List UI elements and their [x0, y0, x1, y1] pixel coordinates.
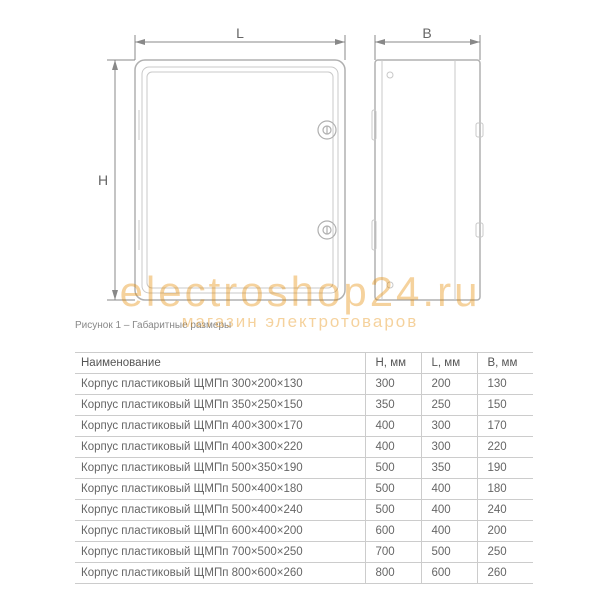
table-row: Корпус пластиковый ЩМПп 400×300×17040030… [75, 416, 533, 437]
table-row: Корпус пластиковый ЩМПп 500×400×18050040… [75, 479, 533, 500]
col-H: Н, мм [365, 353, 421, 374]
table-header-row: Наименование Н, мм L, мм В, мм [75, 353, 533, 374]
dim-label-L: L [236, 25, 244, 41]
table-row: Корпус пластиковый ЩМПп 350×250×15035025… [75, 395, 533, 416]
diagram-svg: L B H [75, 20, 530, 305]
dim-label-H: H [98, 172, 108, 188]
table-row: Корпус пластиковый ЩМПп 800×600×26080060… [75, 563, 533, 584]
table-row: Корпус пластиковый ЩМПп 600×400×20060040… [75, 521, 533, 542]
table-row: Корпус пластиковый ЩМПп 700×500×25070050… [75, 542, 533, 563]
dimensions-table: Наименование Н, мм L, мм В, мм Корпус пл… [75, 352, 533, 584]
col-name: Наименование [75, 353, 365, 374]
col-B: В, мм [477, 353, 533, 374]
table-row: Корпус пластиковый ЩМПп 500×350×19050035… [75, 458, 533, 479]
dim-label-B: B [422, 25, 431, 41]
table-row: Корпус пластиковый ЩМПп 500×400×24050040… [75, 500, 533, 521]
table-row: Корпус пластиковый ЩМПп 300×200×13030020… [75, 374, 533, 395]
figure-caption: Рисунок 1 – Габаритные размеры [75, 320, 231, 331]
col-L: L, мм [421, 353, 477, 374]
table-row: Корпус пластиковый ЩМПп 400×300×22040030… [75, 437, 533, 458]
dimension-diagram: L B H [75, 20, 530, 300]
